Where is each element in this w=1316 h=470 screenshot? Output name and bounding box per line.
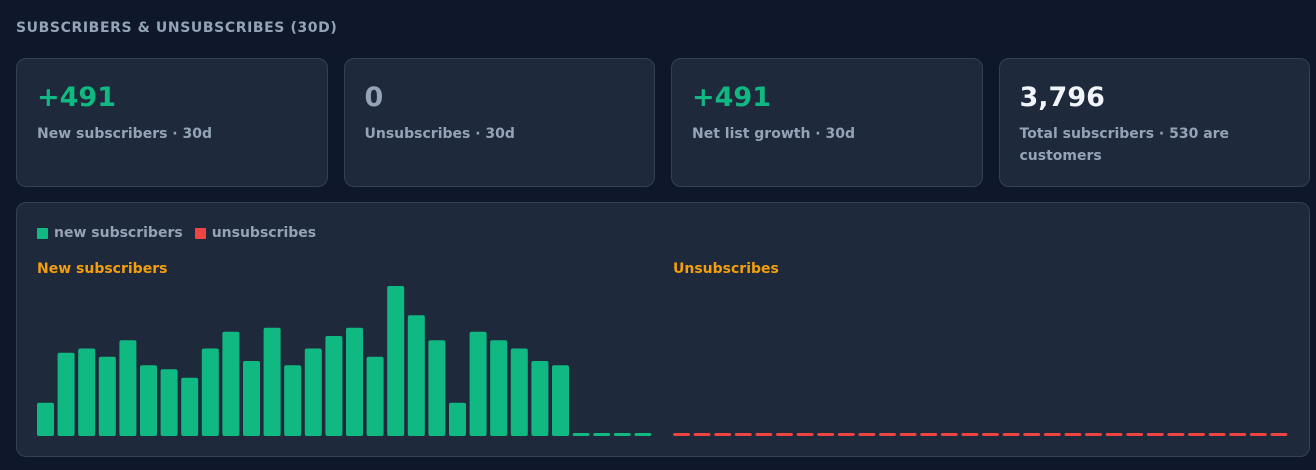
legend-swatch-unsubscribes xyxy=(194,227,206,239)
bar-unsubscribes-8 xyxy=(817,433,835,436)
bar-new-subscribers-29 xyxy=(613,433,631,436)
stat-card-unsubscribes: 0 Unsubscribes · 30d xyxy=(343,58,655,187)
legend-item-unsubscribes: unsubscribes xyxy=(194,225,317,241)
bar-new-subscribers-11 xyxy=(243,361,260,436)
bar-new-subscribers-17 xyxy=(366,356,384,436)
legend-label-new-subscribers: new subscribers xyxy=(54,225,183,241)
bar-new-subscribers-14 xyxy=(304,348,322,436)
bar-unsubscribes-30 xyxy=(1270,433,1288,436)
section-title: SUBSCRIBERS & UNSUBSCRIBES (30D) xyxy=(16,20,338,36)
stat-card-new-subscribers: +491 New subscribers · 30d xyxy=(16,58,328,187)
chart-legend: new subscribers unsubscribes xyxy=(37,225,316,241)
bar-new-subscribers-10 xyxy=(222,331,240,436)
bar-new-subscribers-9 xyxy=(201,348,219,436)
bar-unsubscribes-6 xyxy=(776,433,793,436)
bar-unsubscribes-4 xyxy=(734,433,752,436)
bar-unsubscribes-27 xyxy=(1208,433,1226,436)
bar-unsubscribes-1 xyxy=(673,433,690,436)
bar-new-subscribers-21 xyxy=(449,402,466,436)
bar-new-subscribers-2 xyxy=(57,352,75,436)
bar-new-subscribers-23 xyxy=(490,340,508,436)
bar-new-subscribers-4 xyxy=(98,356,116,436)
bar-unsubscribes-19 xyxy=(1043,433,1061,436)
bar-unsubscribes-14 xyxy=(940,433,958,436)
bar-new-subscribers-15 xyxy=(325,336,343,436)
bar-new-subscribers-1 xyxy=(37,402,54,436)
bar-new-subscribers-27 xyxy=(572,433,590,436)
chart-title-new-subscribers: New subscribers xyxy=(37,261,168,277)
bar-unsubscribes-13 xyxy=(920,433,938,436)
stat-label-unsubscribes: Unsubscribes · 30d xyxy=(364,126,515,142)
bar-new-subscribers-22 xyxy=(469,331,487,436)
stat-card-net-growth: +491 Net list growth · 30d xyxy=(671,58,983,187)
bar-new-subscribers-28 xyxy=(593,433,611,436)
bar-unsubscribes-28 xyxy=(1229,433,1247,436)
subscriber-bar-charts xyxy=(37,286,1288,436)
legend-item-new-subscribers: new subscribers xyxy=(37,225,183,241)
bar-unsubscribes-11 xyxy=(879,433,896,436)
bar-unsubscribes-7 xyxy=(796,433,814,436)
bar-new-subscribers-20 xyxy=(428,340,446,436)
bar-unsubscribes-2 xyxy=(693,433,711,436)
stat-value-total-subscribers: 3,796 xyxy=(1019,82,1105,113)
bar-unsubscribes-5 xyxy=(755,433,773,436)
stat-value-net-growth: +491 xyxy=(692,82,771,113)
bar-new-subscribers-24 xyxy=(510,348,528,436)
bar-new-subscribers-16 xyxy=(346,327,363,436)
bar-new-subscribers-19 xyxy=(407,315,425,436)
bar-unsubscribes-26 xyxy=(1188,433,1205,436)
bar-new-subscribers-25 xyxy=(531,361,549,436)
bar-new-subscribers-8 xyxy=(181,377,199,436)
stat-label-new-subscribers: New subscribers · 30d xyxy=(37,126,212,142)
bar-unsubscribes-20 xyxy=(1064,433,1082,436)
stat-value-new-subscribers: +491 xyxy=(37,82,116,113)
bar-unsubscribes-16 xyxy=(982,433,999,436)
bar-unsubscribes-10 xyxy=(858,433,876,436)
bar-new-subscribers-6 xyxy=(140,365,157,436)
bar-new-subscribers-13 xyxy=(284,365,302,436)
chart-panel: new subscribers unsubscribes New subscri… xyxy=(16,202,1310,457)
stat-card-total-subscribers: 3,796 Total subscribers · 530 are custom… xyxy=(998,58,1310,187)
bar-unsubscribes-17 xyxy=(1002,433,1020,436)
bar-unsubscribes-12 xyxy=(899,433,917,436)
bar-unsubscribes-18 xyxy=(1023,433,1041,436)
legend-swatch-new-subscribers xyxy=(37,227,48,239)
bar-unsubscribes-23 xyxy=(1126,433,1144,436)
bar-unsubscribes-24 xyxy=(1146,433,1164,436)
stat-label-total-subscribers: Total subscribers · 530 are customers xyxy=(1019,126,1230,164)
bar-new-subscribers-7 xyxy=(160,369,178,436)
bar-unsubscribes-25 xyxy=(1167,433,1185,436)
stat-cards: +491 New subscribers · 30d 0 Unsubscribe… xyxy=(16,58,1310,187)
bar-unsubscribes-9 xyxy=(837,433,855,436)
bar-unsubscribes-15 xyxy=(961,433,979,436)
bar-new-subscribers-30 xyxy=(634,433,652,436)
bar-new-subscribers-3 xyxy=(78,348,96,436)
stat-label-net-growth: Net list growth · 30d xyxy=(692,126,855,142)
legend-label-unsubscribes: unsubscribes xyxy=(211,225,317,241)
bar-unsubscribes-29 xyxy=(1249,433,1267,436)
bar-unsubscribes-3 xyxy=(714,433,732,436)
bar-new-subscribers-26 xyxy=(552,365,569,436)
stat-value-unsubscribes: 0 xyxy=(364,82,384,113)
bar-new-subscribers-5 xyxy=(119,340,137,436)
bar-new-subscribers-18 xyxy=(387,286,405,436)
bar-new-subscribers-12 xyxy=(263,327,281,436)
chart-title-unsubscribes: Unsubscribes xyxy=(673,261,779,277)
bar-unsubscribes-21 xyxy=(1085,433,1102,436)
bar-unsubscribes-22 xyxy=(1105,433,1123,436)
